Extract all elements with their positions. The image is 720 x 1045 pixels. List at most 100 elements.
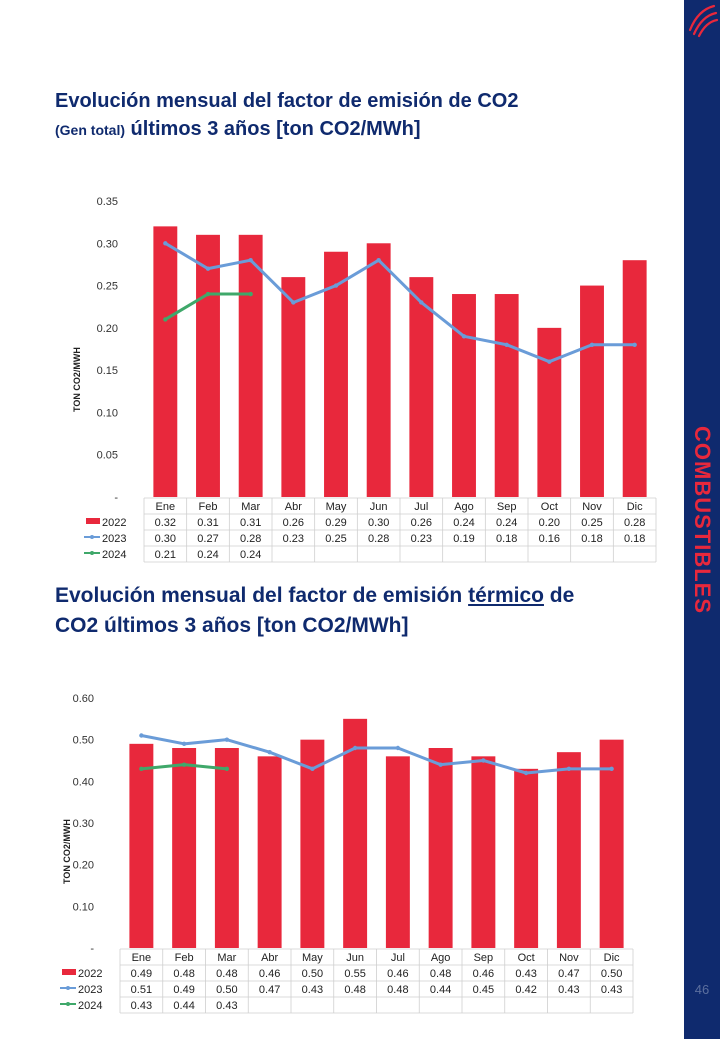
c2-data-label-2022: 0.50: [601, 968, 622, 980]
c1-data-label-2023: 0.27: [197, 533, 218, 545]
c2-ytick: 0.40: [73, 776, 94, 788]
chart2-title-part3: de: [543, 584, 575, 607]
chart2-title-part1: Evolución mensual del factor de emisión: [55, 584, 469, 607]
c1-xtick: May: [326, 501, 347, 513]
c1-data-label-2022: 0.26: [283, 517, 304, 529]
c1-xtick: Jun: [370, 501, 388, 513]
c1-point-2023: [632, 342, 637, 347]
c1-legend-marker-2024: [90, 551, 94, 555]
c2-point-2023: [181, 741, 187, 747]
c1-data-label-2023: 0.28: [368, 533, 389, 545]
c1-xtick: Mar: [241, 501, 260, 513]
chart-thermal-emission: 0.60 0.50 0.40 0.30 0.20 0.10 - Ene Feb Mar Abr May…: [60, 693, 634, 1014]
c1-data-label-2023: 0.23: [411, 533, 432, 545]
c1-data-label-2023: 0.19: [453, 533, 474, 545]
c2-data-label-2022: 0.48: [173, 968, 194, 980]
c2-xtick: Jun: [346, 952, 364, 964]
c2-data-label-2022: 0.49: [131, 968, 152, 980]
c1-ytick: 0.35: [97, 196, 118, 208]
c2-data-label-2022: 0.46: [473, 968, 494, 980]
c1-xtick: Dic: [627, 501, 643, 513]
c1-bar-feb: [196, 234, 220, 497]
c1-bar-jul: [409, 277, 434, 497]
c2-point-2024: [181, 762, 187, 767]
c2-data-label-2023: 0.49: [173, 984, 194, 996]
c2-bar-mar: [214, 748, 239, 948]
c1-data-label-2022: 0.20: [539, 517, 560, 529]
c1-legend-label-2024: 2024: [102, 549, 126, 561]
c2-data-label-2022: 0.46: [387, 968, 408, 980]
c1-point-2023: [333, 283, 339, 288]
sidebar: [684, 0, 720, 1039]
c2-xtick: Ago: [431, 952, 451, 964]
c1-data-label-2024: 0.24: [197, 549, 218, 561]
c2-bar-oct: [514, 768, 539, 948]
c2-data-label-2022: 0.47: [558, 968, 579, 980]
c2-xtick: Mar: [217, 952, 236, 964]
c2-bar-ene: [129, 743, 154, 948]
c2-data-label-2023: 0.43: [558, 984, 579, 996]
c1-data-label-2022: 0.30: [368, 517, 389, 529]
c2-point-2023: [609, 766, 614, 772]
c1-data-label-2022: 0.32: [155, 517, 176, 529]
c1-point-2023: [589, 342, 595, 347]
brand-logo-icon: [688, 4, 719, 38]
c1-legend-marker-2023: [90, 535, 94, 539]
c1-point-2024: [163, 317, 168, 322]
c1-ytick: 0.15: [97, 365, 118, 377]
c2-legend-swatch-2022: [62, 969, 76, 975]
c1-xtick: Feb: [199, 501, 218, 513]
c1-xtick: Ago: [454, 501, 474, 513]
c1-ytick: 0.25: [97, 281, 118, 293]
c1-ytick: 0.05: [97, 450, 118, 462]
c2-bar-abr: [257, 756, 282, 948]
c2-ytick: 0.10: [73, 901, 94, 913]
c1-bar-jun: [366, 243, 391, 497]
c1-xtick: Sep: [497, 501, 517, 513]
c1-data-label-2022: 0.26: [411, 517, 432, 529]
c1-data-label-2023: 0.18: [581, 533, 602, 545]
c1-data-label-2022: 0.31: [240, 517, 261, 529]
c1-point-2023: [547, 359, 552, 364]
chart2-ylabel: TON CO2/MWH: [62, 819, 72, 884]
c1-ytick: 0.30: [97, 238, 118, 250]
c2-data-label-2024: 0.43: [131, 1000, 152, 1012]
c2-legend-label-2024: 2024: [78, 1000, 102, 1012]
c2-xtick: Jul: [391, 952, 405, 964]
c1-bar-abr: [281, 277, 306, 497]
c1-data-label-2022: 0.24: [453, 517, 474, 529]
c2-point-2023: [523, 770, 529, 776]
c1-data-label-2024: 0.21: [155, 549, 176, 561]
c2-bar-feb: [172, 748, 197, 948]
chart2-title-underlined: térmico: [468, 584, 544, 607]
c1-data-label-2023: 0.18: [496, 533, 517, 545]
c2-point-2023: [267, 749, 272, 755]
c1-point-2023: [419, 300, 424, 305]
chart1-title-line2: (Gen total) últimos 3 años [ton CO2/MWh]: [55, 118, 421, 141]
c2-bar-dic: [599, 739, 624, 948]
c2-xtick: Nov: [559, 952, 579, 964]
c1-bar-dic: [622, 260, 647, 497]
c2-point-2023: [224, 737, 230, 742]
c1-legend-label-2022: 2022: [102, 517, 126, 529]
c2-ytick: 0.20: [73, 860, 94, 872]
c1-xtick: Abr: [285, 501, 302, 513]
c2-data-label-2022: 0.43: [515, 968, 536, 980]
c1-point-2023: [205, 266, 211, 271]
c1-data-label-2022: 0.29: [325, 517, 346, 529]
c1-data-label-2022: 0.24: [496, 517, 517, 529]
c2-data-label-2023: 0.45: [473, 984, 494, 996]
c1-bar-nov: [580, 285, 604, 497]
c1-ytick: 0.10: [97, 407, 118, 419]
c2-point-2023: [352, 745, 358, 751]
c2-point-2023: [438, 762, 443, 767]
c2-data-label-2024: 0.43: [216, 1000, 237, 1012]
c2-data-label-2023: 0.43: [601, 984, 622, 996]
c2-data-label-2023: 0.48: [387, 984, 408, 996]
c1-legend-swatch-2022: [86, 518, 100, 524]
c1-line-2023: [164, 241, 635, 364]
c1-xtick: Ene: [156, 501, 176, 513]
c1-xtick: Jul: [414, 501, 428, 513]
c1-data-label-2023: 0.23: [283, 533, 304, 545]
c2-bar-sep: [471, 756, 496, 948]
